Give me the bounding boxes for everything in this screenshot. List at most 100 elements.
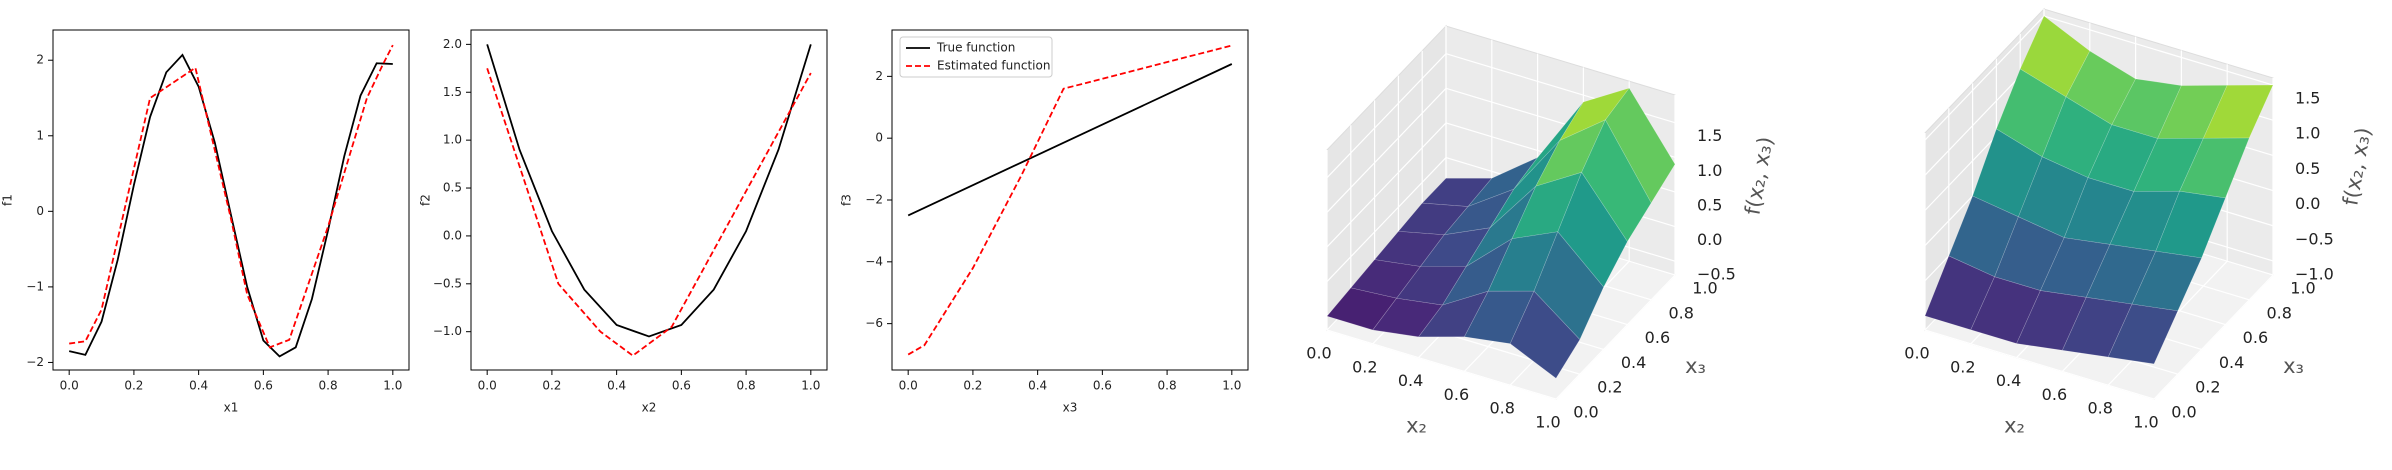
plot-frame bbox=[470, 29, 828, 371]
surface-cell bbox=[1605, 87, 1676, 204]
z-tick-label: 0.0 bbox=[1697, 230, 1722, 249]
y-tick-label: 0.4 bbox=[1621, 353, 1646, 372]
surface-cell bbox=[1509, 290, 1581, 379]
y-tick-label: 0.6 bbox=[2243, 328, 2268, 347]
series-line bbox=[68, 53, 393, 358]
series-line bbox=[69, 44, 394, 349]
x-axis-label: x3 bbox=[1063, 401, 1078, 415]
y-axis-label: x₃ bbox=[1685, 354, 1706, 378]
x-tick-label: 0.0 bbox=[899, 379, 918, 393]
z-tick-label: 1.5 bbox=[2295, 89, 2320, 108]
y-tick-label: 2 bbox=[36, 53, 44, 67]
series-line bbox=[486, 44, 812, 338]
x-tick-label: 0.4 bbox=[189, 379, 208, 393]
z-tick-label: −0.5 bbox=[2295, 229, 2334, 248]
plot-frame bbox=[52, 29, 410, 371]
x-tick-label: 0.2 bbox=[542, 379, 561, 393]
surface-cell bbox=[2107, 303, 2179, 365]
legend-box bbox=[899, 36, 1053, 78]
y-tick-label: 0.5 bbox=[443, 181, 462, 195]
x-axis-label: x₂ bbox=[1406, 414, 1427, 438]
x-tick-label: 0.2 bbox=[1950, 357, 1975, 376]
y-tick-label: 0 bbox=[36, 204, 44, 218]
z-tick-label: −1.0 bbox=[2295, 264, 2334, 283]
y-tick-label: 1 bbox=[36, 128, 44, 142]
y-tick-label: 1.0 bbox=[2290, 279, 2315, 298]
x-tick-label: 0.4 bbox=[1398, 371, 1423, 390]
x-tick-label: 0.6 bbox=[672, 379, 691, 393]
x-tick-label: 1.0 bbox=[1222, 379, 1241, 393]
x-tick-label: 0.2 bbox=[124, 379, 143, 393]
x-tick-label: 0.8 bbox=[737, 379, 756, 393]
x-tick-label: 0.8 bbox=[319, 379, 338, 393]
x-tick-label: 0.6 bbox=[2042, 385, 2067, 404]
y-tick-label: 0.6 bbox=[1645, 328, 1670, 347]
y-tick-label: 1.5 bbox=[443, 85, 462, 99]
x-tick-label: 0.8 bbox=[2087, 399, 2112, 418]
y-axis-label: f3 bbox=[840, 194, 854, 206]
y-tick-label: 0.8 bbox=[1668, 303, 1693, 322]
y-tick-label: −0.5 bbox=[433, 276, 462, 290]
y-tick-label: 0.4 bbox=[2219, 353, 2244, 372]
z-tick-label: 0.0 bbox=[2295, 194, 2320, 213]
y-tick-label: 0.8 bbox=[2266, 303, 2291, 322]
y-tick-label: 1.0 bbox=[1692, 279, 1717, 298]
surface-cell bbox=[2131, 250, 2203, 312]
legend-label: True function bbox=[936, 41, 1015, 55]
legend: True function Estimated function bbox=[899, 36, 1053, 78]
x-tick-label: 0.2 bbox=[963, 379, 982, 393]
y-tick-label: −1 bbox=[26, 279, 44, 293]
z-tick-label: 1.5 bbox=[1697, 126, 1722, 145]
x-tick-label: 0.0 bbox=[60, 379, 79, 393]
z-axis-label: f(x₂, x₃) bbox=[1740, 135, 1777, 217]
y-tick-label: 0.0 bbox=[2171, 403, 2196, 422]
y-tick-label: 0.2 bbox=[1597, 378, 1622, 397]
legend-label: Estimated function bbox=[937, 59, 1050, 73]
z-tick-label: 1.0 bbox=[1697, 161, 1722, 180]
y-axis-label: x₃ bbox=[2283, 354, 2304, 378]
y-axis-label: f2 bbox=[419, 194, 433, 206]
y-tick-label: −4 bbox=[865, 254, 883, 268]
x-axis-label: x2 bbox=[642, 401, 657, 415]
grid-line bbox=[1326, 150, 1557, 400]
z-tick-label: 0.5 bbox=[2295, 159, 2320, 178]
y-tick-label: −6 bbox=[865, 316, 883, 330]
y-tick-label: 0 bbox=[875, 131, 883, 145]
plot-frame bbox=[891, 29, 1249, 371]
z-tick-label: −0.5 bbox=[1697, 265, 1736, 284]
y-axis-label: f1 bbox=[1, 194, 15, 206]
y-tick-label: 2 bbox=[875, 69, 883, 83]
series-line bbox=[907, 44, 1233, 356]
z-axis-label: f(x₂, x₃) bbox=[2338, 126, 2375, 208]
y-tick-label: 0.0 bbox=[443, 228, 462, 242]
x-tick-label: 0.6 bbox=[1444, 385, 1469, 404]
x-tick-label: 0.8 bbox=[1489, 399, 1514, 418]
x-axis-label: x1 bbox=[224, 401, 239, 415]
x-tick-label: 0.4 bbox=[607, 379, 626, 393]
x-tick-label: 0.4 bbox=[1996, 371, 2021, 390]
x-tick-label: 0.0 bbox=[478, 379, 497, 393]
y-tick-label: 1.0 bbox=[443, 133, 462, 147]
x-tick-label: 0.6 bbox=[1093, 379, 1112, 393]
x-tick-label: 0.2 bbox=[1352, 357, 1377, 376]
x-tick-label: 0.0 bbox=[1904, 344, 1929, 363]
z-tick-label: 1.0 bbox=[2295, 124, 2320, 143]
x-tick-label: 1.0 bbox=[2133, 413, 2158, 432]
x-tick-label: 0.8 bbox=[1158, 379, 1177, 393]
series-line bbox=[907, 63, 1233, 217]
y-tick-label: 2.0 bbox=[443, 37, 462, 51]
x-tick-label: 1.0 bbox=[383, 379, 402, 393]
x-axis-label: x₂ bbox=[2004, 414, 2025, 438]
x-tick-label: 0.6 bbox=[254, 379, 273, 393]
x-tick-label: 0.4 bbox=[1028, 379, 1047, 393]
y-tick-label: −1.0 bbox=[433, 324, 462, 338]
series-line bbox=[486, 68, 812, 357]
y-tick-label: 0.0 bbox=[1573, 403, 1598, 422]
y-tick-label: −2 bbox=[865, 193, 883, 207]
x-tick-label: 0.0 bbox=[1306, 344, 1331, 363]
surface-cell bbox=[2202, 84, 2274, 139]
y-tick-label: 0.2 bbox=[2195, 378, 2220, 397]
x-tick-label: 1.0 bbox=[1535, 413, 1560, 432]
x-tick-label: 1.0 bbox=[801, 379, 820, 393]
